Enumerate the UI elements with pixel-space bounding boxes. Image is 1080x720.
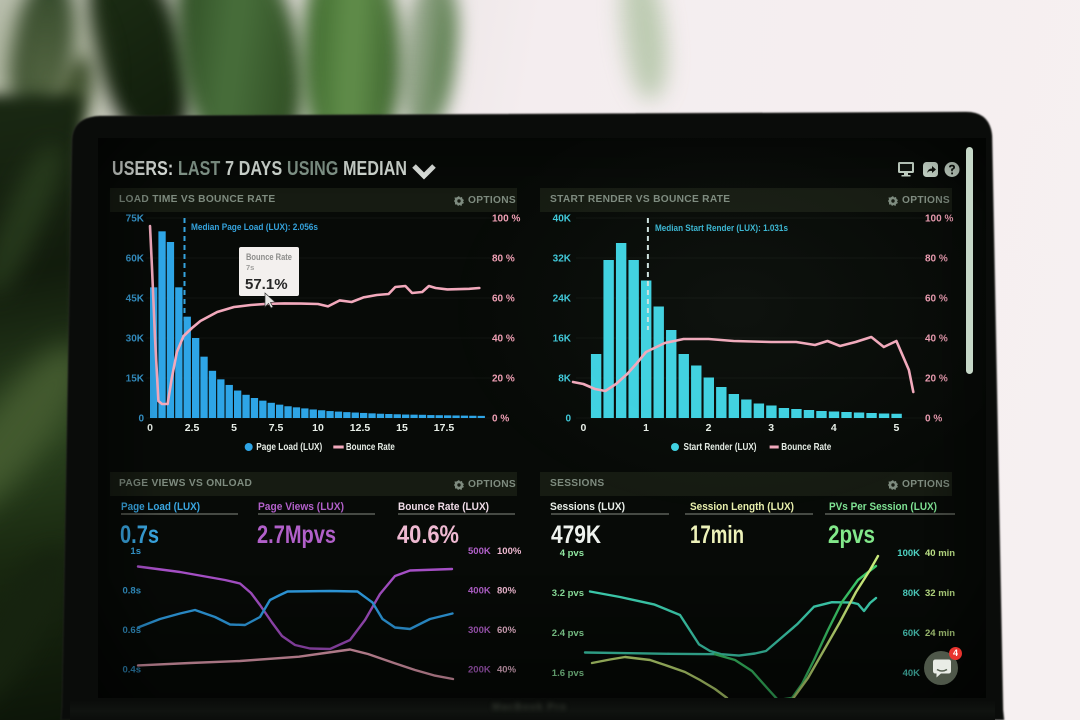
svg-text:80%: 80% [497,586,517,597]
svg-text:10: 10 [312,422,324,434]
svg-text:7s: 7s [246,263,254,272]
svg-text:80K: 80K [903,588,921,599]
svg-text:Bounce Rate: Bounce Rate [346,441,395,453]
svg-text:Bounce Rate (LUX): Bounce Rate (LUX) [398,501,489,513]
svg-text:80 %: 80 % [492,254,515,265]
svg-text:100 %: 100 % [925,214,953,225]
svg-text:75K: 75K [126,214,145,225]
svg-text:3.2 pvs: 3.2 pvs [552,588,584,599]
svg-text:4 pvs: 4 pvs [560,548,584,559]
svg-text:4: 4 [831,422,837,434]
svg-text:16K: 16K [553,334,572,345]
svg-text:17min: 17min [690,521,744,549]
svg-text:40%: 40% [497,665,517,676]
svg-text:40K: 40K [903,668,921,679]
svg-text:1.6 pvs: 1.6 pvs [552,668,584,679]
svg-text:0: 0 [565,414,571,425]
svg-text:60K: 60K [126,254,145,265]
svg-text:60 %: 60 % [925,294,948,305]
svg-text:100%: 100% [497,546,522,557]
svg-text:0.7s: 0.7s [120,521,159,549]
svg-text:2: 2 [706,422,712,434]
svg-text:32K: 32K [553,254,572,265]
svg-text:15: 15 [396,422,408,434]
svg-text:3: 3 [768,422,774,434]
svg-text:0 %: 0 % [925,414,942,425]
svg-text:1: 1 [643,422,649,434]
svg-text:0.8s: 0.8s [123,586,142,597]
svg-text:15K: 15K [126,374,145,385]
svg-text:17.5: 17.5 [434,422,455,434]
svg-text:40K: 40K [553,214,572,225]
svg-text:PVs Per Session (LUX): PVs Per Session (LUX) [829,501,937,513]
svg-text:0: 0 [580,422,586,434]
svg-text:0: 0 [138,414,144,425]
svg-text:200K: 200K [468,665,491,676]
svg-text:1s: 1s [130,546,141,557]
svg-text:Median Page Load (LUX): 2.056s: Median Page Load (LUX): 2.056s [191,222,318,233]
svg-text:80 %: 80 % [925,254,948,265]
svg-text:24 min: 24 min [925,628,955,639]
svg-text:20 %: 20 % [492,374,515,385]
svg-text:5: 5 [231,422,237,434]
svg-text:Bounce Rate: Bounce Rate [781,441,831,453]
svg-text:12.5: 12.5 [350,422,371,434]
svg-text:0.6s: 0.6s [123,625,142,636]
svg-text:Bounce Rate: Bounce Rate [246,252,292,262]
svg-text:Session Length (LUX): Session Length (LUX) [690,501,794,513]
svg-text:300K: 300K [468,625,491,636]
svg-text:Page Views (LUX): Page Views (LUX) [258,501,344,513]
svg-text:7.5: 7.5 [269,422,284,434]
svg-text:60K: 60K [903,628,921,639]
svg-text:2pvs: 2pvs [828,521,875,549]
svg-text:40 min: 40 min [925,548,955,559]
svg-text:20 %: 20 % [925,374,948,385]
svg-text:Page Load (LUX): Page Load (LUX) [121,501,200,513]
svg-text:2.4 pvs: 2.4 pvs [552,628,584,639]
svg-text:100 %: 100 % [492,214,520,225]
svg-text:0 %: 0 % [492,414,509,425]
svg-text:5: 5 [893,422,899,434]
svg-text:0: 0 [147,422,153,434]
svg-text:30K: 30K [126,334,145,345]
svg-text:400K: 400K [468,586,491,597]
svg-text:40.6%: 40.6% [397,521,459,549]
svg-text:500K: 500K [468,546,491,557]
svg-text:Sessions (LUX): Sessions (LUX) [550,501,625,513]
svg-text:60 %: 60 % [492,294,515,305]
svg-text:8K: 8K [558,374,572,385]
svg-text:100K: 100K [897,548,920,559]
svg-text:Page Load (LUX): Page Load (LUX) [256,441,322,453]
svg-text:40 %: 40 % [492,334,515,345]
svg-text:0.4s: 0.4s [123,665,142,676]
svg-text:57.1%: 57.1% [245,276,288,293]
svg-text:32 min: 32 min [925,588,955,599]
svg-text:40 %: 40 % [925,334,948,345]
svg-text:24K: 24K [553,294,572,305]
svg-text:60%: 60% [497,625,517,636]
svg-text:479K: 479K [551,521,601,549]
svg-text:2.7Mpvs: 2.7Mpvs [257,521,336,549]
svg-text:Median Start Render (LUX): 1.0: Median Start Render (LUX): 1.031s [655,223,788,234]
svg-text:45K: 45K [126,294,145,305]
svg-text:2.5: 2.5 [185,422,200,434]
svg-text:Start Render (LUX): Start Render (LUX) [684,441,757,453]
